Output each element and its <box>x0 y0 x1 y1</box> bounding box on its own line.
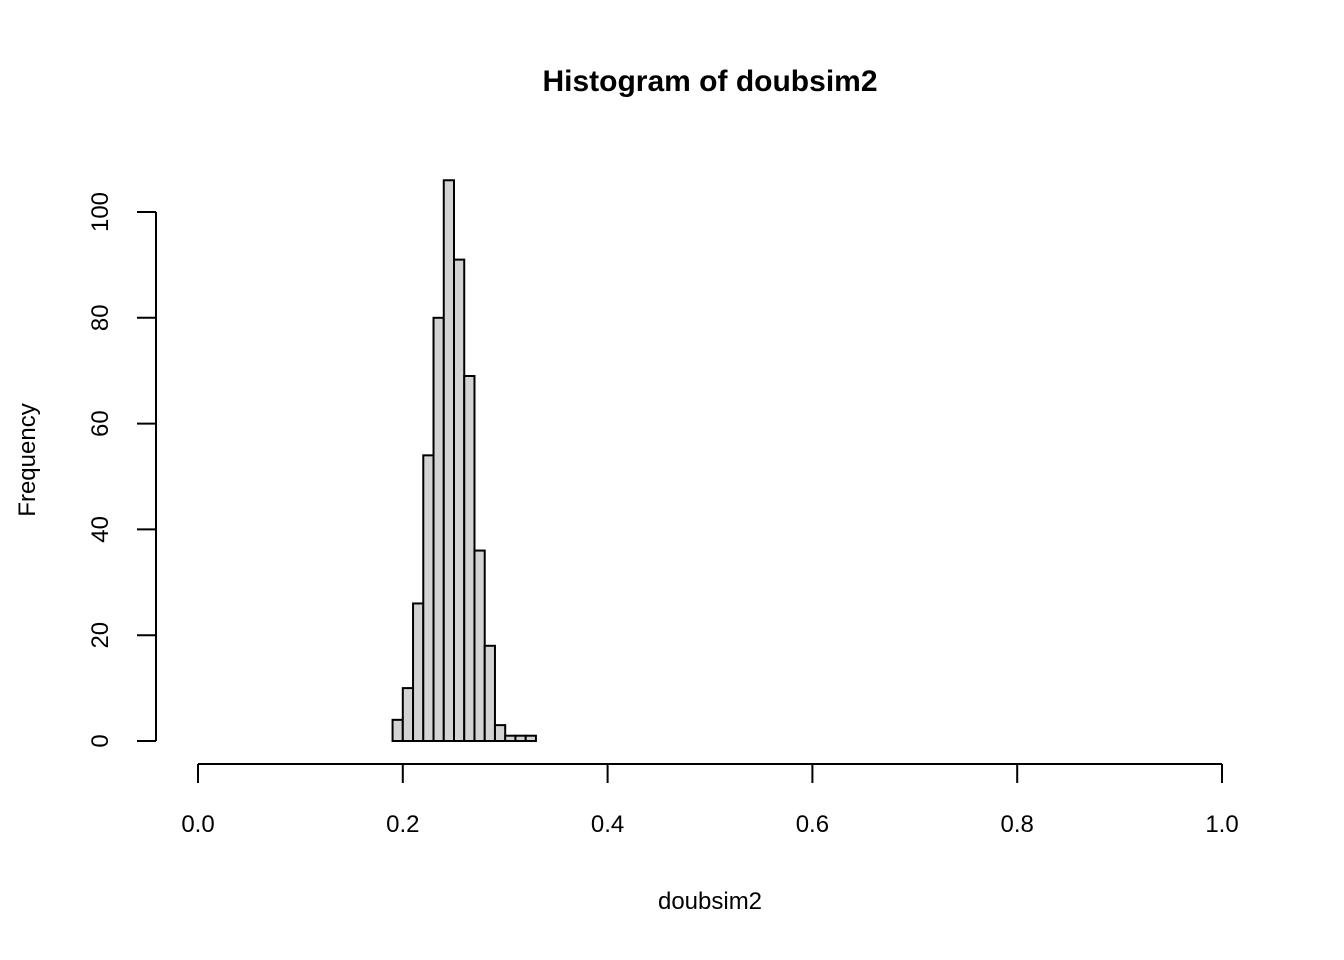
histogram-bar <box>473 549 486 742</box>
y-tick-label: 40 <box>87 516 114 543</box>
histogram-bar <box>463 374 476 742</box>
histogram-bar <box>401 687 415 742</box>
histogram-bar <box>504 734 517 743</box>
chart-title: Histogram of doubsim2 <box>542 65 877 98</box>
y-tick-label: 20 <box>87 622 114 649</box>
y-axis-label: Frequency <box>14 403 41 516</box>
x-tick-label: 0.2 <box>386 811 419 838</box>
y-tick-label: 100 <box>87 192 114 232</box>
x-tick-label: 0.6 <box>796 811 829 838</box>
x-axis-label: doubsim2 <box>658 888 762 915</box>
histogram-bar <box>493 724 507 743</box>
y-axis: 0 20 40 60 80 100 <box>87 192 157 748</box>
y-tick-label: 80 <box>87 304 114 331</box>
histogram-bars <box>391 179 537 743</box>
x-tick-label: 0.8 <box>1001 811 1034 838</box>
histogram-bar <box>514 734 527 743</box>
y-tick-label: 0 <box>87 734 114 747</box>
histogram-bar <box>442 179 456 742</box>
histogram-bar <box>422 454 435 742</box>
x-tick-label: 0.0 <box>181 811 214 838</box>
histogram-bar <box>432 316 445 742</box>
y-tick-label: 60 <box>87 410 114 437</box>
x-tick-label: 0.4 <box>591 811 624 838</box>
histogram-bar <box>524 734 537 743</box>
x-tick-label: 1.0 <box>1205 811 1238 838</box>
x-axis: 0.0 0.2 0.4 0.6 0.8 1.0 <box>181 763 1239 838</box>
histogram-bar <box>412 602 425 743</box>
histogram-bar <box>391 718 404 743</box>
histogram-bar <box>483 644 496 743</box>
histogram-bar <box>453 258 466 742</box>
